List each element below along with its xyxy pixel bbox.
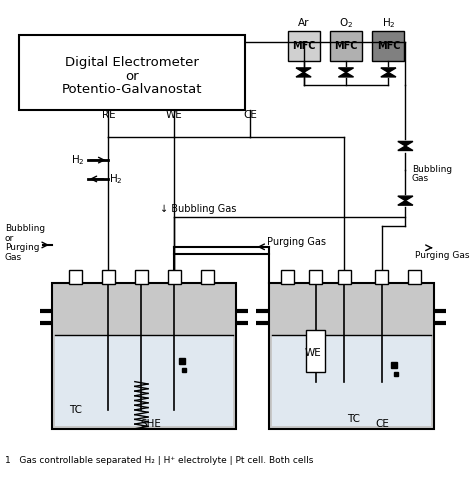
Bar: [309, 270, 322, 284]
Text: Gas: Gas: [5, 253, 22, 262]
Text: Bubbling: Bubbling: [5, 224, 45, 233]
Polygon shape: [381, 72, 396, 77]
Bar: [281, 270, 294, 284]
Text: WE: WE: [166, 110, 183, 120]
Bar: [55, 334, 233, 426]
Text: H$_2$: H$_2$: [71, 153, 85, 167]
Polygon shape: [398, 142, 413, 146]
Text: CE: CE: [375, 419, 389, 429]
Text: Purging: Purging: [5, 244, 39, 252]
Bar: [288, 31, 319, 61]
Text: SHE: SHE: [140, 419, 161, 429]
Text: Bubbling: Bubbling: [412, 165, 452, 174]
Bar: [102, 270, 115, 284]
Bar: [375, 270, 388, 284]
Bar: [373, 31, 404, 61]
Text: Gas: Gas: [412, 174, 429, 183]
Polygon shape: [296, 68, 311, 72]
Polygon shape: [338, 68, 354, 72]
Text: or: or: [125, 70, 139, 82]
Bar: [52, 283, 236, 429]
Polygon shape: [398, 146, 413, 150]
Bar: [272, 334, 431, 426]
Text: Digital Electrometer: Digital Electrometer: [65, 57, 199, 69]
Text: Purging Gas: Purging Gas: [267, 237, 327, 247]
Text: O$_2$: O$_2$: [339, 17, 353, 30]
Bar: [306, 330, 325, 372]
Text: MFC: MFC: [292, 41, 315, 51]
Text: H$_2$: H$_2$: [109, 172, 123, 186]
Bar: [408, 270, 421, 284]
Text: RE: RE: [101, 110, 115, 120]
Polygon shape: [398, 196, 413, 201]
Text: ↓ Bubbling Gas: ↓ Bubbling Gas: [160, 204, 236, 214]
Bar: [69, 270, 82, 284]
Bar: [269, 283, 434, 429]
Bar: [330, 31, 362, 61]
Text: Purging Gas: Purging Gas: [415, 251, 469, 260]
Bar: [168, 270, 181, 284]
Bar: [337, 270, 351, 284]
Text: MFC: MFC: [334, 41, 358, 51]
Text: H$_2$: H$_2$: [382, 17, 395, 30]
Polygon shape: [296, 72, 311, 77]
Text: WE: WE: [305, 348, 321, 358]
Text: MFC: MFC: [377, 41, 400, 51]
Text: TC: TC: [347, 414, 360, 425]
Bar: [201, 270, 214, 284]
Polygon shape: [381, 68, 396, 72]
Polygon shape: [398, 201, 413, 205]
Text: or: or: [5, 234, 14, 243]
Text: Ar: Ar: [298, 19, 310, 28]
Bar: [135, 270, 148, 284]
Bar: [19, 35, 245, 110]
Text: 1   Gas controllable separated H₂ | H⁺ electrolyte | Pt cell. Both cells: 1 Gas controllable separated H₂ | H⁺ ele…: [5, 456, 313, 466]
Text: TC: TC: [69, 405, 82, 415]
Polygon shape: [338, 72, 354, 77]
Text: Potentio-Galvanostat: Potentio-Galvanostat: [62, 83, 202, 96]
Text: CE: CE: [243, 110, 257, 120]
